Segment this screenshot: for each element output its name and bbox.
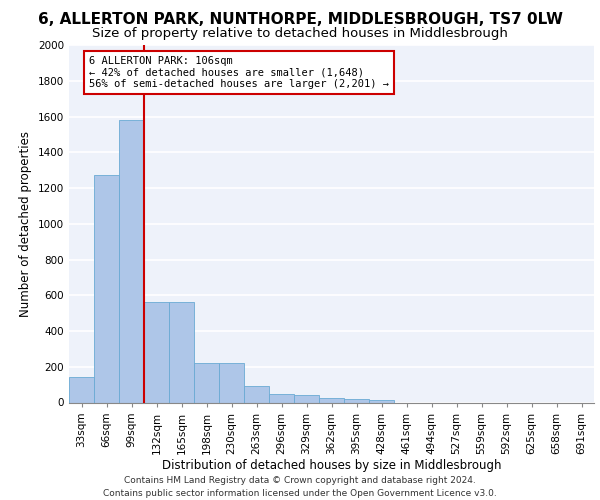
Bar: [294, 396, 319, 402]
Bar: [319, 398, 344, 402]
Bar: [269, 394, 294, 402]
Bar: [344, 399, 369, 402]
Bar: [94, 176, 119, 402]
Bar: [144, 302, 169, 402]
Bar: [194, 363, 219, 403]
Text: 6, ALLERTON PARK, NUNTHORPE, MIDDLESBROUGH, TS7 0LW: 6, ALLERTON PARK, NUNTHORPE, MIDDLESBROU…: [37, 12, 563, 28]
Bar: [169, 302, 194, 402]
Text: 6 ALLERTON PARK: 106sqm
← 42% of detached houses are smaller (1,648)
56% of semi: 6 ALLERTON PARK: 106sqm ← 42% of detache…: [89, 56, 389, 89]
Y-axis label: Number of detached properties: Number of detached properties: [19, 130, 32, 317]
Bar: [244, 386, 269, 402]
X-axis label: Distribution of detached houses by size in Middlesbrough: Distribution of detached houses by size …: [162, 459, 501, 472]
Text: Size of property relative to detached houses in Middlesbrough: Size of property relative to detached ho…: [92, 28, 508, 40]
Bar: [119, 120, 144, 403]
Text: Contains HM Land Registry data © Crown copyright and database right 2024.
Contai: Contains HM Land Registry data © Crown c…: [103, 476, 497, 498]
Bar: [219, 363, 244, 403]
Bar: [69, 378, 94, 402]
Bar: [369, 400, 394, 402]
